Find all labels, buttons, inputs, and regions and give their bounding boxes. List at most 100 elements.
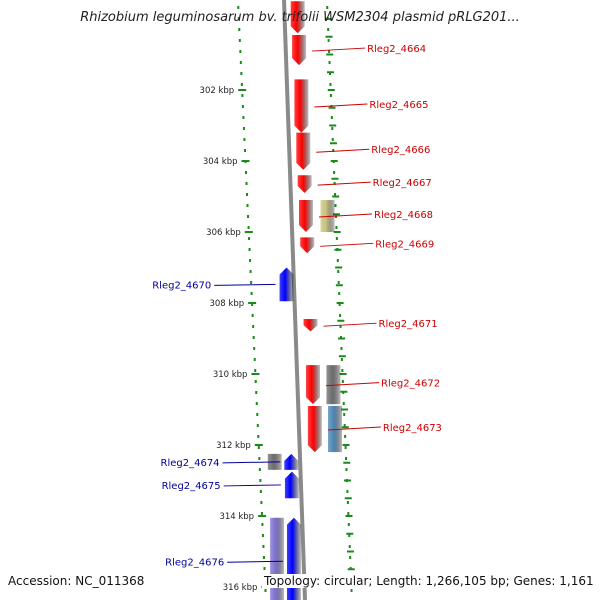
left-tick-dot — [254, 369, 257, 372]
left-tick-dot — [238, 39, 241, 42]
backbone-line — [282, 0, 307, 600]
right-tick-dot — [329, 72, 331, 75]
right-tick-dot — [331, 138, 334, 141]
gene-label-leader — [325, 382, 380, 387]
left-tick-dot — [239, 50, 242, 53]
right-tick-dot — [341, 369, 344, 372]
left-tick-dot — [244, 171, 247, 174]
left-tick-dot — [250, 292, 253, 295]
right-tick-dot — [334, 193, 337, 196]
right-tick-dot — [340, 347, 343, 350]
axis-tick-label: 312 kbp — [216, 441, 251, 451]
left-tick-dot — [263, 567, 266, 570]
forward-gene-arrow — [294, 79, 309, 133]
axis-tick-label: 314 kbp — [219, 512, 254, 522]
left-tick-dot — [243, 138, 246, 141]
left-tick-dot — [261, 523, 264, 526]
left-tick-dot — [242, 127, 245, 130]
left-tick-dot — [241, 105, 244, 108]
forward-gene-arrow — [292, 34, 307, 66]
axis-tick-label: 306 kbp — [206, 228, 241, 238]
right-tick-dot — [346, 490, 349, 493]
page-title: Rhizobium leguminosarum bv. trifolii WSM… — [80, 10, 520, 25]
left-tick-dot — [262, 545, 265, 548]
right-tick-dot — [343, 424, 346, 427]
left-tick-dot — [261, 534, 264, 537]
right-tick-dot — [338, 292, 341, 295]
accession-text: Accession: NC_011368 — [8, 574, 145, 588]
right-tick-dot — [329, 83, 332, 86]
feature-block — [328, 405, 343, 453]
gene-label: Rleg2_4664 — [367, 44, 426, 55]
left-tick-dot — [260, 512, 263, 515]
right-tick-dot — [337, 281, 340, 284]
right-tick-dot — [335, 237, 338, 240]
forward-gene-arrow — [297, 175, 312, 193]
left-tick-dot — [259, 479, 262, 482]
gene-label-leader — [320, 242, 374, 247]
gene-label: Rleg2_4665 — [369, 100, 428, 111]
axis-tick-label: 310 kbp — [213, 370, 248, 380]
gene-label-leader — [214, 283, 276, 286]
right-tick-dot — [348, 534, 351, 537]
axis-tick-label: 308 kbp — [209, 299, 244, 309]
right-tick-dot — [348, 545, 351, 548]
left-tick-dot — [256, 424, 259, 427]
forward-gene-arrow — [307, 405, 322, 453]
gene-label: Rleg2_4668 — [374, 210, 433, 221]
left-tick-dot — [246, 193, 249, 196]
axis-tick-label: 304 kbp — [203, 157, 238, 167]
reverse-gene-arrow — [279, 267, 294, 302]
left-tick-dot — [254, 380, 257, 383]
left-tick-dot — [259, 490, 262, 493]
left-tick-dot — [246, 204, 249, 207]
right-tick-dot — [326, 6, 329, 9]
right-tick-dot — [339, 314, 342, 317]
forward-gene-arrow — [300, 237, 315, 254]
right-tick-dot — [341, 380, 344, 383]
right-tick-dot — [333, 182, 336, 185]
gene-label-leader — [222, 461, 281, 464]
topology-summary: Topology: circular; Length: 1,266,105 bp… — [262, 574, 596, 588]
left-tick-dot — [253, 358, 256, 361]
gene-label: Rleg2_4676 — [165, 557, 224, 568]
left-tick-dot — [248, 248, 251, 251]
gene-label-leader — [223, 484, 281, 487]
gene-label-leader — [316, 148, 370, 153]
gene-label: Rleg2_4674 — [161, 458, 220, 469]
left-tick-dot — [241, 94, 244, 97]
gene-label: Rleg2_4666 — [371, 145, 430, 156]
gene-label: Rleg2_4673 — [383, 423, 442, 434]
gene-label: Rleg2_4672 — [381, 379, 440, 390]
left-tick-dot — [247, 215, 250, 218]
right-tick-dot — [336, 259, 339, 262]
left-tick-dot — [257, 446, 260, 449]
right-tick-dot — [327, 39, 330, 42]
gene-label: Rleg2_4671 — [379, 319, 438, 330]
gene-label-leader — [317, 181, 371, 186]
right-tick-dot — [334, 204, 337, 207]
right-tick-dot — [347, 512, 350, 515]
right-tick-dot — [328, 61, 331, 64]
left-tick-dot — [245, 182, 248, 185]
right-tick-dot — [339, 325, 342, 328]
left-tick-dot — [247, 226, 250, 229]
reverse-gene-arrow — [284, 471, 299, 499]
right-tick-dot — [345, 457, 348, 460]
left-tick-dot — [264, 589, 267, 592]
right-tick-dot — [340, 358, 343, 361]
forward-gene-arrow — [296, 132, 311, 170]
gene-label-leader — [314, 103, 368, 108]
forward-gene-arrow — [303, 318, 318, 332]
left-tick-dot — [239, 61, 242, 64]
right-tick-dot — [344, 446, 347, 449]
gene-label-leader — [227, 560, 283, 563]
left-tick-dot — [252, 336, 255, 339]
left-tick-dot — [242, 116, 245, 119]
right-tick-dot — [329, 94, 332, 97]
right-tick-dot — [346, 501, 349, 504]
feature-block — [326, 365, 341, 405]
left-tick-dot — [262, 556, 265, 559]
gene-label-leader — [327, 426, 381, 431]
